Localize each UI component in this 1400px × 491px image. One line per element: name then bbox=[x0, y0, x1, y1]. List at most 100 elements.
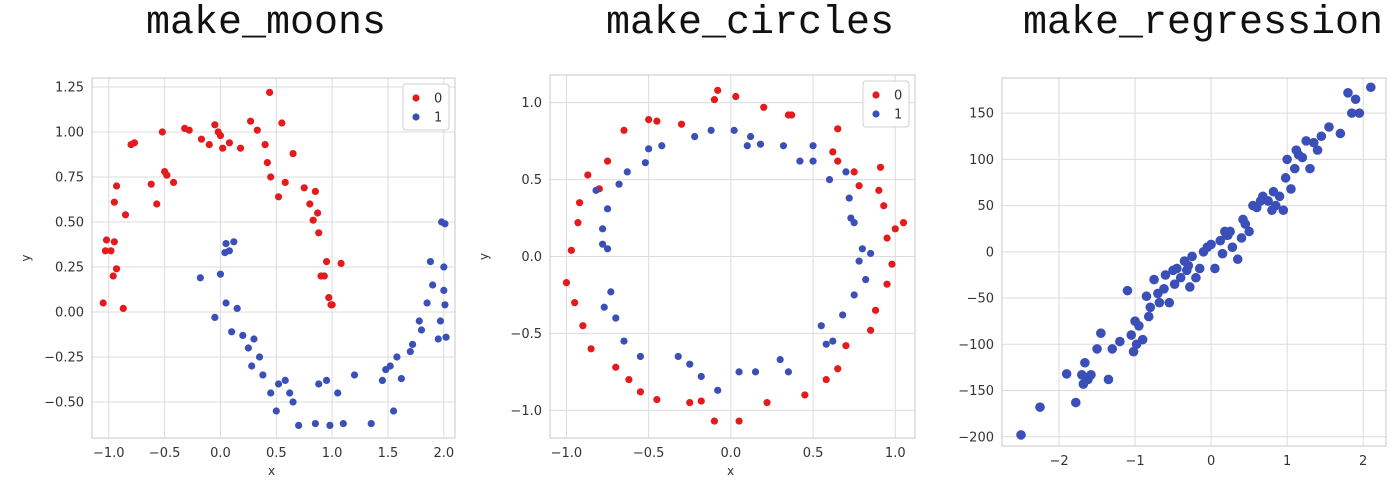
data-point bbox=[1172, 263, 1182, 274]
data-point bbox=[1128, 346, 1139, 357]
data-point bbox=[735, 417, 743, 425]
y-tick-label: −200 bbox=[958, 430, 994, 445]
data-point bbox=[263, 159, 271, 167]
data-point bbox=[110, 198, 118, 206]
x-tick-label: −0.5 bbox=[149, 446, 181, 461]
legend-marker bbox=[872, 110, 880, 118]
data-point bbox=[1308, 137, 1319, 148]
data-point bbox=[746, 132, 755, 141]
data-point bbox=[230, 238, 238, 246]
data-point bbox=[1103, 374, 1114, 385]
data-point bbox=[575, 199, 584, 207]
data-point bbox=[1115, 336, 1125, 347]
data-point bbox=[763, 399, 771, 407]
data-point bbox=[599, 225, 607, 233]
data-point bbox=[248, 362, 256, 370]
legend-marker bbox=[872, 91, 880, 99]
y-tick-label: −0.5 bbox=[510, 327, 542, 342]
data-point bbox=[101, 247, 110, 255]
y-tick-label: 0.5 bbox=[521, 173, 542, 188]
data-point bbox=[1346, 108, 1357, 118]
data-point bbox=[1282, 154, 1292, 165]
data-point bbox=[1210, 263, 1220, 274]
data-point bbox=[109, 272, 117, 280]
data-point bbox=[855, 182, 863, 190]
data-point bbox=[584, 171, 592, 179]
data-point bbox=[99, 299, 107, 307]
data-point bbox=[322, 258, 331, 266]
y-tick-label: 0.25 bbox=[55, 261, 84, 276]
data-point bbox=[834, 157, 842, 165]
data-point bbox=[163, 171, 171, 179]
data-point bbox=[272, 407, 280, 415]
data-point bbox=[834, 125, 842, 133]
data-point bbox=[440, 286, 448, 294]
data-point bbox=[274, 380, 283, 388]
data-point bbox=[1217, 248, 1228, 259]
x-tick-label: 2 bbox=[1359, 454, 1367, 469]
data-point bbox=[1175, 272, 1186, 283]
data-point bbox=[1122, 285, 1133, 296]
data-point bbox=[426, 258, 435, 266]
data-point bbox=[417, 326, 426, 334]
data-point bbox=[393, 353, 401, 361]
data-point bbox=[1215, 235, 1226, 246]
data-point bbox=[653, 117, 661, 125]
data-point bbox=[888, 260, 896, 268]
data-point bbox=[337, 259, 345, 267]
data-point bbox=[255, 353, 264, 361]
data-point bbox=[228, 328, 236, 336]
data-point bbox=[1354, 108, 1365, 118]
data-point bbox=[158, 128, 166, 136]
x-tick-label: 1.0 bbox=[322, 446, 343, 461]
data-point bbox=[743, 142, 751, 150]
data-point bbox=[239, 331, 247, 339]
legend-marker bbox=[412, 94, 420, 102]
data-point bbox=[756, 140, 765, 148]
data-point bbox=[714, 386, 722, 394]
data-point bbox=[216, 270, 225, 278]
x-axis-label: x bbox=[727, 464, 734, 478]
data-point bbox=[829, 337, 837, 345]
data-point bbox=[1086, 370, 1096, 380]
data-point bbox=[1312, 145, 1323, 155]
data-point bbox=[658, 142, 666, 150]
data-point bbox=[842, 342, 850, 350]
data-point bbox=[1154, 297, 1165, 308]
y-tick-label: −0.50 bbox=[44, 396, 84, 411]
x-tick-label: 1.0 bbox=[885, 446, 906, 461]
data-point bbox=[289, 398, 297, 406]
data-point bbox=[796, 157, 804, 165]
data-point bbox=[1016, 430, 1026, 440]
data-point bbox=[871, 306, 880, 314]
data-point bbox=[855, 257, 863, 265]
data-point bbox=[389, 407, 398, 415]
data-point bbox=[691, 132, 699, 141]
y-axis-label: y bbox=[19, 254, 33, 261]
data-point bbox=[1365, 82, 1376, 93]
legend-label: 1 bbox=[434, 111, 442, 126]
data-point bbox=[281, 376, 289, 384]
data-point bbox=[320, 272, 328, 280]
data-point bbox=[587, 345, 595, 353]
x-tick-label: 0.0 bbox=[210, 446, 231, 461]
legend-label: 1 bbox=[894, 108, 902, 123]
data-point bbox=[315, 380, 323, 388]
y-tick-label: 1.0 bbox=[521, 96, 542, 111]
data-point bbox=[286, 389, 294, 397]
data-point bbox=[119, 304, 127, 312]
data-point bbox=[1335, 128, 1346, 139]
y-tick-label: −0.25 bbox=[44, 351, 84, 366]
data-point bbox=[600, 303, 608, 311]
data-point bbox=[839, 311, 847, 319]
plot-frame bbox=[549, 74, 916, 439]
x-axis-label: x bbox=[268, 464, 275, 478]
data-point bbox=[1185, 282, 1195, 292]
data-point bbox=[1263, 196, 1273, 206]
data-point bbox=[397, 375, 405, 383]
data-point bbox=[645, 145, 653, 153]
data-point bbox=[309, 216, 317, 224]
data-point bbox=[1270, 200, 1281, 211]
data-point bbox=[247, 117, 255, 125]
y-tick-label: −100 bbox=[958, 338, 994, 353]
